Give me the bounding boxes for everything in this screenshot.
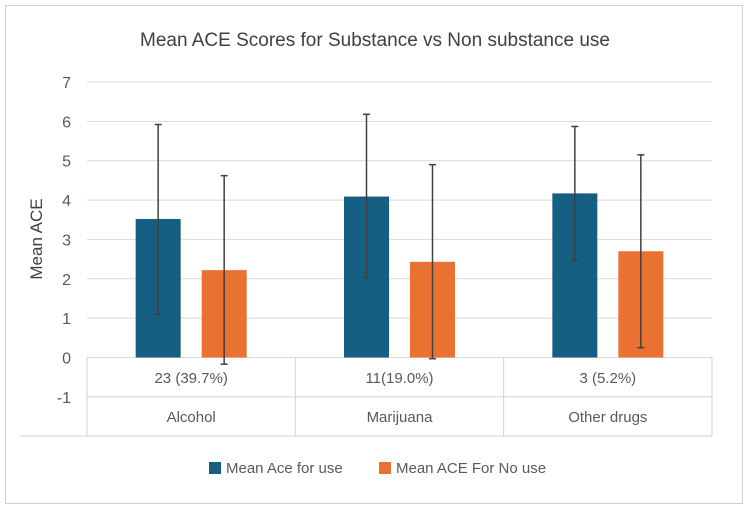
legend-swatch: [209, 462, 221, 474]
error-bars: [154, 113, 645, 365]
y-tick-label: 6: [62, 114, 71, 131]
category-label: Alcohol: [167, 409, 216, 426]
grid-lines: [87, 81, 712, 358]
y-tick-label: 2: [62, 272, 71, 289]
category-count-label: 11(19.0%): [365, 370, 433, 387]
legend-label: Mean Ace for use: [226, 460, 343, 477]
category-count-label: 23 (39.7%): [154, 370, 227, 387]
category-table: 23 (39.7%) Alcohol 11(19.0%) Marijuana 3 (5.…: [20, 357, 713, 437]
y-tick-label: 4: [62, 193, 71, 210]
y-tick-label: 3: [62, 232, 71, 249]
y-tick-label: -1: [57, 390, 71, 407]
y-tick-label: 7: [62, 75, 71, 92]
legend-label: Mean ACE For No use: [396, 460, 546, 477]
category-count-label: 3 (5.2%): [579, 370, 636, 387]
chart-title: Mean ACE Scores for Substance vs Non sub…: [140, 30, 610, 51]
y-tick-labels: -1 0 1 2 3 4 5 6 7: [57, 75, 71, 407]
y-tick-label: 0: [62, 351, 71, 368]
category-label: Marijuana: [367, 409, 434, 426]
legend: Mean Ace for use Mean ACE For No use: [209, 460, 546, 477]
y-tick-label: 1: [62, 311, 71, 328]
category-label: Other drugs: [568, 409, 647, 426]
bars: [135, 193, 664, 358]
legend-swatch: [379, 462, 391, 474]
y-axis-label: Mean ACE: [27, 198, 46, 279]
y-tick-label: 5: [62, 154, 71, 171]
